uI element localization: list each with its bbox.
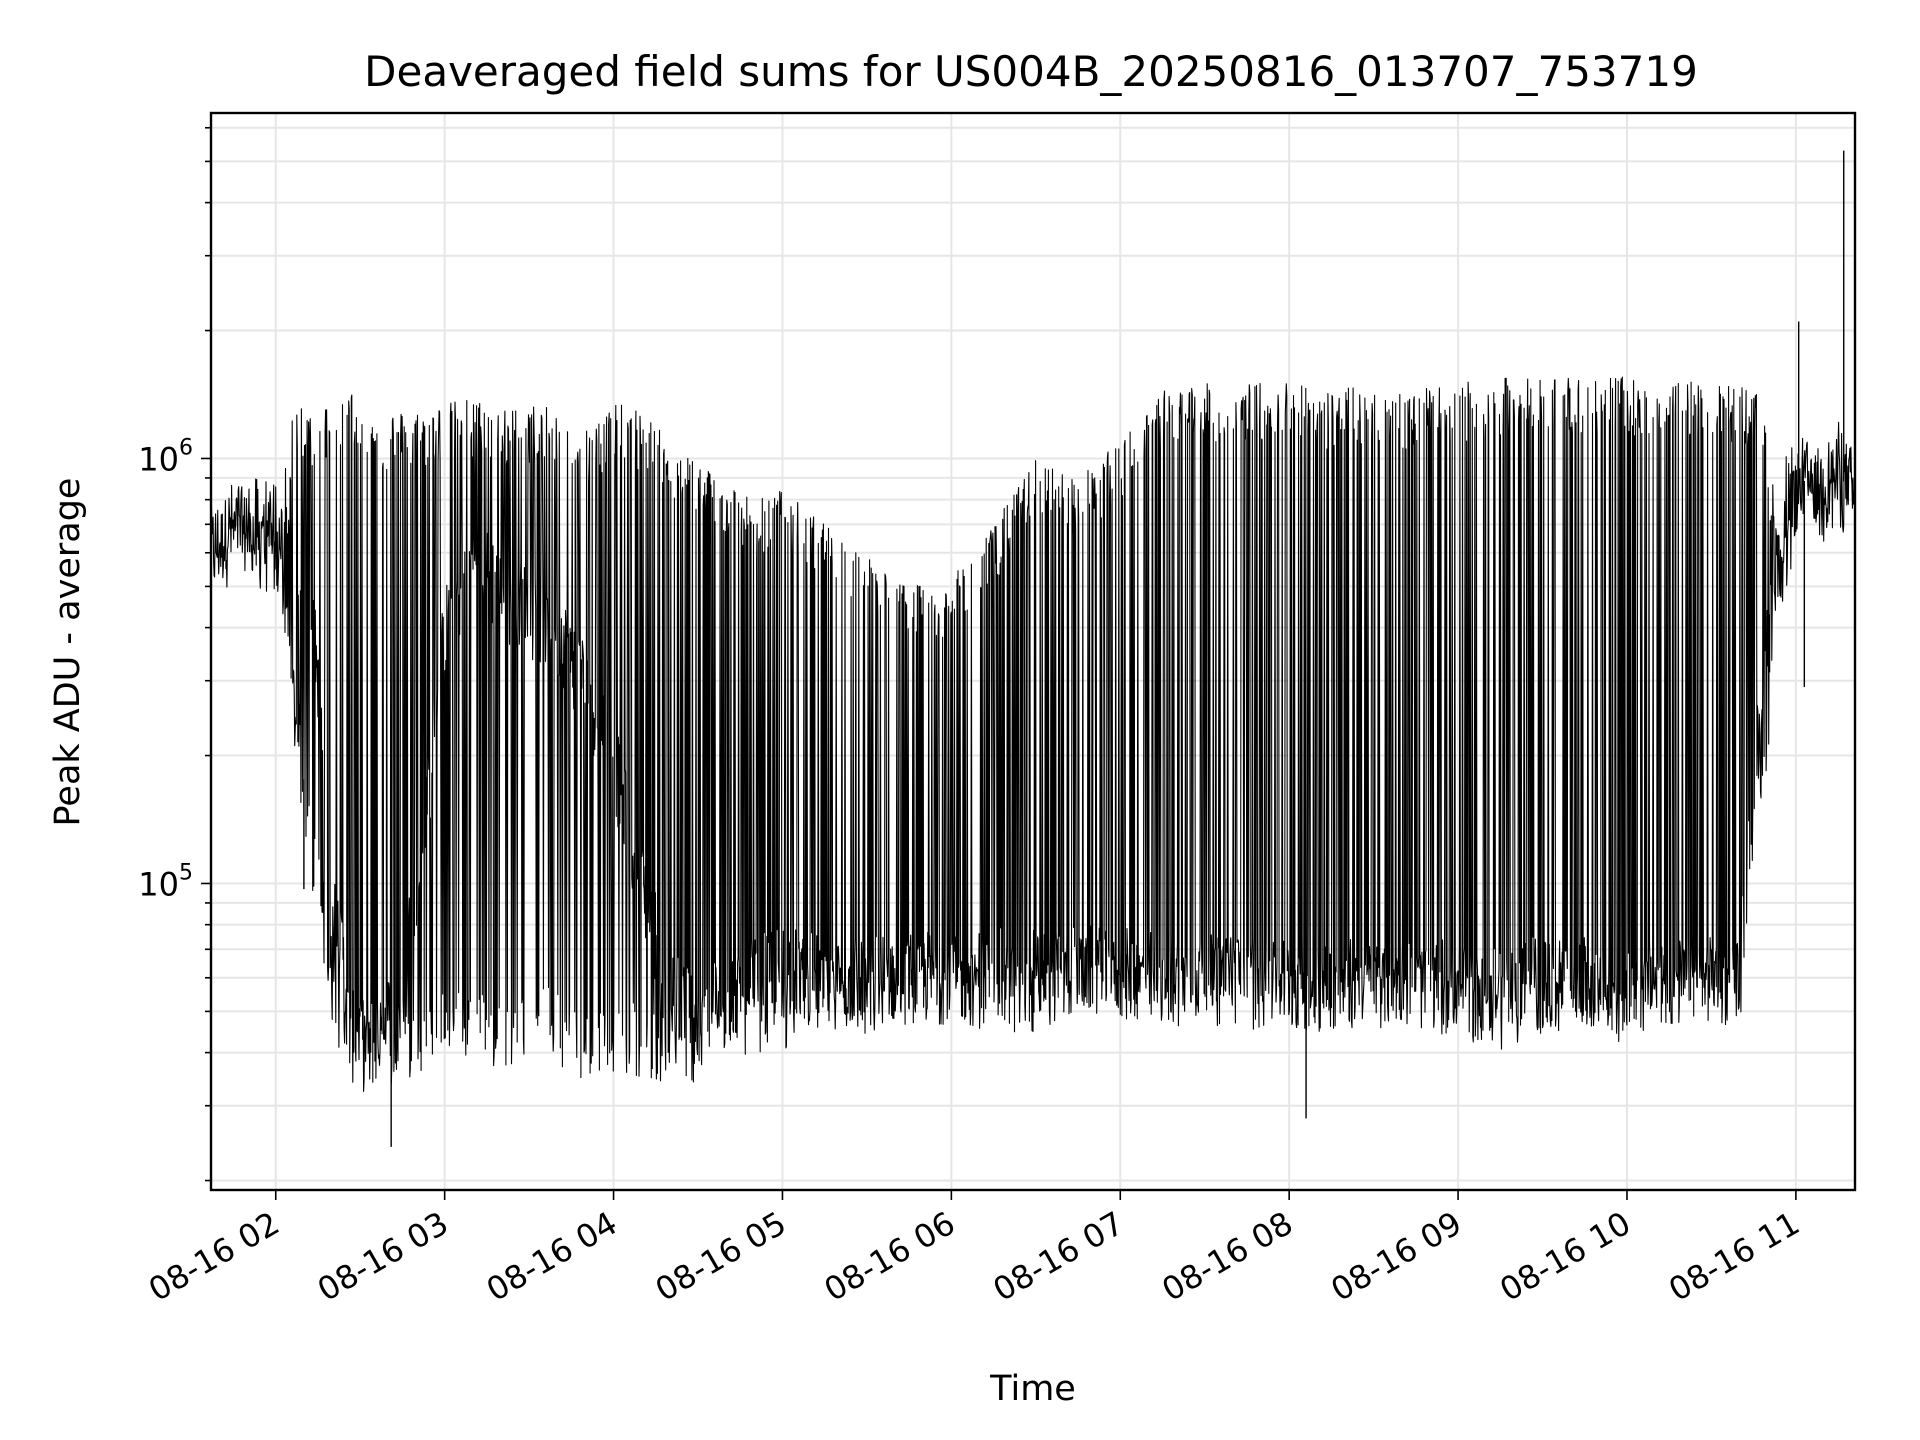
y-tick-label: 106 bbox=[138, 435, 193, 478]
y-tick-label: 105 bbox=[138, 860, 193, 903]
y-axis-label: Peak ADU - average bbox=[48, 478, 88, 827]
series-line bbox=[210, 376, 1856, 1092]
plot-frame bbox=[209, 111, 1857, 1192]
x-axis-label: Time bbox=[989, 1369, 1076, 1409]
y-axis: 105 106 bbox=[138, 126, 211, 1182]
chart-title: Deaveraged field sums for US004B_2025081… bbox=[364, 47, 1698, 96]
series-group bbox=[210, 150, 1856, 1147]
